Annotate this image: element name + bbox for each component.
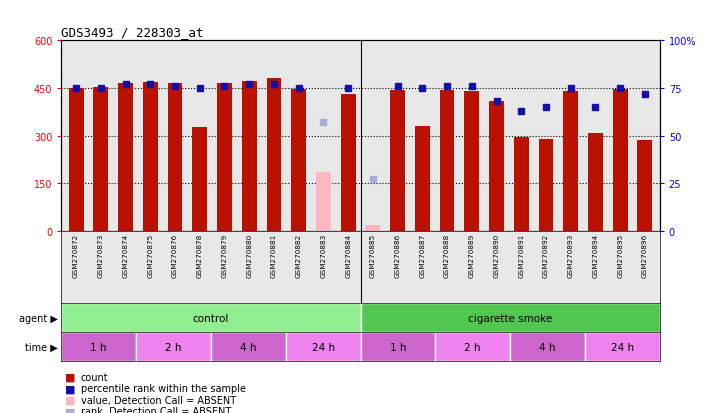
- Bar: [211, 332, 286, 361]
- Text: count: count: [81, 372, 108, 382]
- Text: rank, Detection Call = ABSENT: rank, Detection Call = ABSENT: [81, 406, 231, 413]
- Text: GDS3493 / 228303_at: GDS3493 / 228303_at: [61, 26, 204, 39]
- Bar: [360, 304, 660, 332]
- Bar: [61, 332, 136, 361]
- Text: GSM270880: GSM270880: [247, 233, 252, 278]
- Bar: [94, 88, 108, 231]
- Text: GSM270889: GSM270889: [469, 233, 474, 278]
- Bar: [291, 90, 306, 231]
- Text: GSM270872: GSM270872: [73, 233, 79, 278]
- Bar: [267, 79, 281, 231]
- Text: GSM270878: GSM270878: [197, 233, 203, 278]
- Bar: [563, 92, 578, 231]
- Text: GSM270876: GSM270876: [172, 233, 178, 278]
- Text: ■: ■: [65, 395, 76, 405]
- Bar: [637, 141, 653, 231]
- Bar: [510, 332, 585, 361]
- Bar: [390, 91, 405, 231]
- Bar: [539, 140, 554, 231]
- Text: GSM270884: GSM270884: [345, 233, 351, 278]
- Bar: [435, 332, 510, 361]
- Bar: [136, 332, 211, 361]
- Bar: [613, 90, 627, 231]
- Text: ■: ■: [65, 372, 76, 382]
- Text: 24 h: 24 h: [611, 342, 634, 352]
- Bar: [143, 83, 158, 231]
- Bar: [464, 92, 479, 231]
- Text: ■: ■: [65, 383, 76, 393]
- Text: GSM270882: GSM270882: [296, 233, 301, 278]
- Bar: [489, 102, 504, 231]
- Text: GSM270890: GSM270890: [493, 233, 500, 278]
- Bar: [61, 304, 360, 332]
- Bar: [440, 91, 454, 231]
- Text: GSM270875: GSM270875: [147, 233, 154, 278]
- Bar: [242, 82, 257, 231]
- Text: GSM270883: GSM270883: [320, 233, 327, 278]
- Bar: [366, 225, 380, 231]
- Text: GSM270873: GSM270873: [98, 233, 104, 278]
- Text: agent ▶: agent ▶: [19, 313, 58, 323]
- Text: GSM270892: GSM270892: [543, 233, 549, 278]
- Text: GSM270881: GSM270881: [271, 233, 277, 278]
- Text: GSM270888: GSM270888: [444, 233, 450, 278]
- Text: control: control: [193, 313, 229, 323]
- Text: percentile rank within the sample: percentile rank within the sample: [81, 383, 246, 393]
- Bar: [360, 332, 435, 361]
- Bar: [514, 137, 528, 231]
- Text: 24 h: 24 h: [311, 342, 335, 352]
- Text: GSM270891: GSM270891: [518, 233, 524, 278]
- Bar: [588, 134, 603, 231]
- Bar: [286, 332, 360, 361]
- Bar: [415, 127, 430, 231]
- Bar: [68, 89, 84, 231]
- Text: ■: ■: [65, 406, 76, 413]
- Bar: [316, 173, 331, 231]
- Text: GSM270886: GSM270886: [394, 233, 401, 278]
- Bar: [585, 332, 660, 361]
- Text: 4 h: 4 h: [539, 342, 556, 352]
- Text: GSM270895: GSM270895: [617, 233, 623, 278]
- Text: GSM270879: GSM270879: [221, 233, 228, 278]
- Text: GSM270896: GSM270896: [642, 233, 648, 278]
- Text: GSM270894: GSM270894: [593, 233, 598, 278]
- Text: 2 h: 2 h: [165, 342, 182, 352]
- Text: GSM270874: GSM270874: [123, 233, 128, 278]
- Text: cigarette smoke: cigarette smoke: [468, 313, 552, 323]
- Text: GSM270887: GSM270887: [420, 233, 425, 278]
- Bar: [167, 83, 182, 231]
- Text: 1 h: 1 h: [90, 342, 107, 352]
- Bar: [118, 84, 133, 231]
- Text: 2 h: 2 h: [464, 342, 481, 352]
- Text: value, Detection Call = ABSENT: value, Detection Call = ABSENT: [81, 395, 236, 405]
- Bar: [193, 128, 207, 231]
- Text: GSM270893: GSM270893: [567, 233, 574, 278]
- Text: 1 h: 1 h: [389, 342, 406, 352]
- Text: time ▶: time ▶: [25, 342, 58, 352]
- Text: GSM270885: GSM270885: [370, 233, 376, 278]
- Bar: [341, 95, 355, 231]
- Text: 4 h: 4 h: [240, 342, 257, 352]
- Bar: [217, 84, 232, 231]
